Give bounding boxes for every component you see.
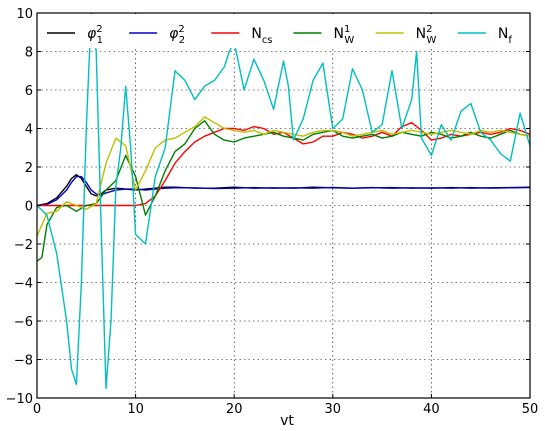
legend-label: N2 W (416, 24, 437, 46)
x-tick-label: 50 (522, 402, 539, 417)
legend-label: Nf (498, 26, 512, 46)
x-tick-label: 40 (423, 402, 440, 417)
series-line-Nf (37, 13, 530, 390)
legend: φ2 1 φ2 2 Ncs N1 W N2 W Nf (38, 14, 529, 48)
series-line-φ2² (37, 175, 530, 207)
legend-label: N1 W (334, 24, 355, 46)
plot-frame (36, 12, 531, 399)
series-line-NW1 (37, 120, 530, 262)
x-tick-label: 10 (127, 402, 144, 417)
y-tick-label: 10 (16, 7, 33, 22)
y-tick-label: 8 (25, 46, 33, 61)
x-tick-label: 20 (226, 402, 243, 417)
y-tick-label: −10 (6, 392, 33, 407)
legend-label: Ncs (251, 26, 272, 46)
series-line-Ncs (37, 121, 530, 207)
x-axis-label: vt (280, 413, 294, 429)
y-tick-label: −8 (14, 354, 33, 369)
y-tick-label: 0 (25, 200, 33, 215)
legend-label: φ2 2 (169, 24, 185, 46)
legend-box (38, 14, 529, 48)
y-tick-label: −6 (14, 315, 33, 330)
axes-layer: 0 10 20 30 40 50 −10 −8 −6 −4 −2 0 2 4 6 8 10 (6, 7, 539, 417)
series-line-NW2 (37, 116, 530, 237)
y-tick-label: 2 (25, 161, 33, 176)
y-tick-label: −4 (14, 277, 33, 292)
y-tick-label: 6 (25, 84, 33, 99)
x-tick-label: 30 (325, 402, 342, 417)
series-line-φ1² (37, 173, 530, 207)
x-tick-label: 0 (33, 402, 41, 417)
y-tick-label: −2 (14, 238, 33, 253)
y-tick-label: 4 (25, 123, 33, 138)
legend-label: φ2 1 (87, 24, 103, 46)
series-layer (37, 13, 530, 390)
